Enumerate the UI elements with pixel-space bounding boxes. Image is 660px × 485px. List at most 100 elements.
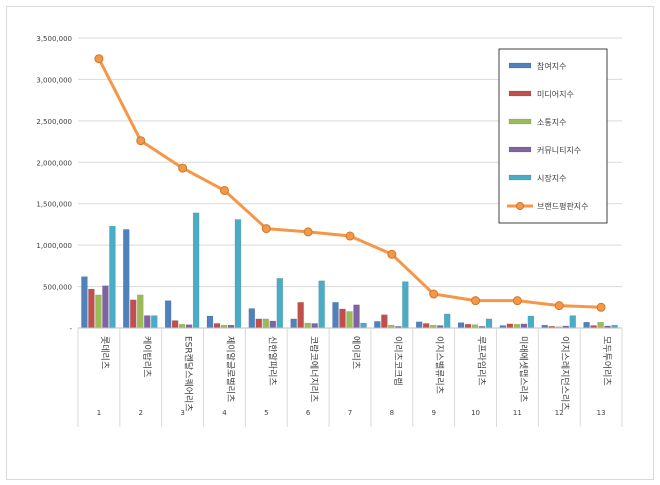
bar-1-cat-7 <box>332 302 339 329</box>
line-point-2 <box>136 136 146 146</box>
category-index-label: 12 <box>555 409 564 417</box>
bar-1-cat-13 <box>583 321 590 329</box>
category-index-label: 3 <box>180 409 184 417</box>
bar-3-cat-6 <box>304 322 311 329</box>
line-point-4 <box>219 185 229 195</box>
category-name-label: 미래에셋맵스리츠 <box>517 336 529 402</box>
category-name-label: 이지스밸류리츠 <box>434 336 445 394</box>
category-name-label: 이지스레지던스리츠 <box>559 336 570 411</box>
category-name-label: 케이탑리츠 <box>141 336 153 377</box>
bar-5-cat-8 <box>402 281 409 329</box>
bar-5-cat-9 <box>443 313 451 329</box>
bar-5-cat-6 <box>318 280 325 329</box>
category-name-label: 모두투어리츠 <box>601 336 612 386</box>
bars-group <box>81 212 618 329</box>
chart-frame: - 500,000 1,000,000 1,500,000 2,000,000 2,500… <box>6 6 654 480</box>
bar-4-cat-11 <box>520 323 528 329</box>
bar-1-cat-1 <box>81 276 88 329</box>
bar-3-cat-7 <box>346 311 353 329</box>
gridlines <box>78 37 622 329</box>
y-tick-label: 1,000,000 <box>36 242 72 250</box>
y-tick-label: 2,000,000 <box>36 159 72 167</box>
line-series <box>94 54 606 312</box>
bar-2-cat-6 <box>297 302 304 329</box>
legend-swatch-4 <box>508 146 532 153</box>
category-index-label: 4 <box>222 409 227 417</box>
line-point-11 <box>512 296 522 306</box>
legend-label-2: 미디어지수 <box>537 89 574 99</box>
bar-2-cat-7 <box>339 308 346 329</box>
bar-2-cat-1 <box>88 288 95 329</box>
category-index-label: 2 <box>139 409 143 417</box>
category-index-label: 6 <box>306 409 311 417</box>
bar-1-cat-9 <box>415 321 423 329</box>
bar-4-cat-2 <box>144 315 151 329</box>
line-point-9 <box>429 289 439 299</box>
category-name-label: 신한알파리츠 <box>266 336 277 386</box>
y-tick-label: 3,000,000 <box>36 76 72 84</box>
bar-1-cat-5 <box>248 308 256 329</box>
category-index-label: 9 <box>431 409 435 417</box>
bar-4-cat-5 <box>269 320 277 329</box>
category-name-label: 롯데리츠 <box>99 336 110 369</box>
category-name-label: 에이리츠 <box>350 336 361 369</box>
bar-4-cat-7 <box>353 304 360 329</box>
y-tick-label: 500,000 <box>43 284 72 292</box>
bar-5-cat-1 <box>109 225 116 329</box>
bar-3-cat-13 <box>597 321 604 329</box>
bar-5-cat-5 <box>276 278 284 329</box>
legend-label-6: 브랜드평판지수 <box>537 201 589 211</box>
bar-5-cat-4 <box>234 219 242 329</box>
bar-1-cat-6 <box>290 318 297 329</box>
legend-label-4: 커뮤니티지수 <box>537 145 581 155</box>
legend-swatch-5 <box>508 174 532 181</box>
bar-4-cat-6 <box>311 323 318 329</box>
legend-label-5: 시장지수 <box>537 173 566 183</box>
category-name-label: 제이알글로벌리츠 <box>224 336 235 402</box>
bar-3-cat-3 <box>178 324 186 329</box>
category-name-label: ESR켄달스퀘어리츠 <box>183 336 195 412</box>
line-point-7 <box>345 231 355 241</box>
line-point-10 <box>471 296 481 306</box>
line-point-5 <box>261 224 271 234</box>
bar-3-cat-2 <box>137 294 144 329</box>
bar-2-cat-8 <box>381 314 388 329</box>
bar-3-cat-5 <box>262 318 270 329</box>
bar-5-cat-11 <box>527 315 535 329</box>
bar-5-cat-3 <box>192 212 200 329</box>
bar-2-cat-5 <box>255 318 263 329</box>
bar-1-cat-4 <box>206 315 214 329</box>
line-point-3 <box>178 163 188 173</box>
category-index-label: 7 <box>348 409 352 417</box>
bar-2-cat-9 <box>422 323 430 329</box>
line-point-6 <box>303 227 313 237</box>
bar-2-cat-11 <box>506 323 514 329</box>
category-index-label: 13 <box>597 409 606 417</box>
line-point-12 <box>554 301 564 311</box>
bar-1-cat-10 <box>457 322 465 329</box>
category-index-label: 11 <box>513 409 522 417</box>
legend-box <box>498 48 608 224</box>
legend-label-3: 소통지수 <box>537 118 566 127</box>
category-index-label: 8 <box>390 409 394 417</box>
bar-5-cat-2 <box>151 315 158 329</box>
y-tick-label: - <box>69 325 72 333</box>
line-point-1 <box>94 54 104 64</box>
category-index-label: 5 <box>264 409 268 417</box>
y-axis: - 500,000 1,000,000 1,500,000 2,000,000 2,500… <box>36 35 72 333</box>
bar-2-cat-4 <box>213 323 221 329</box>
bar-2-cat-2 <box>130 299 137 329</box>
legend-label-1: 참여지수 <box>537 61 566 71</box>
category-name-label: 코람코에너지리츠 <box>308 336 320 402</box>
bar-3-cat-1 <box>95 294 102 329</box>
category-name-label: 루프라임리츠 <box>476 336 488 386</box>
bar-1-cat-2 <box>123 229 130 329</box>
bar-2-cat-10 <box>464 324 472 329</box>
y-tick-label: 2,500,000 <box>36 118 72 126</box>
brand-reputation-chart: - 500,000 1,000,000 1,500,000 2,000,000 2,500… <box>36 35 623 427</box>
bar-5-cat-12 <box>569 315 576 329</box>
line-point-8 <box>387 249 397 259</box>
y-tick-label: 3,500,000 <box>36 35 72 43</box>
